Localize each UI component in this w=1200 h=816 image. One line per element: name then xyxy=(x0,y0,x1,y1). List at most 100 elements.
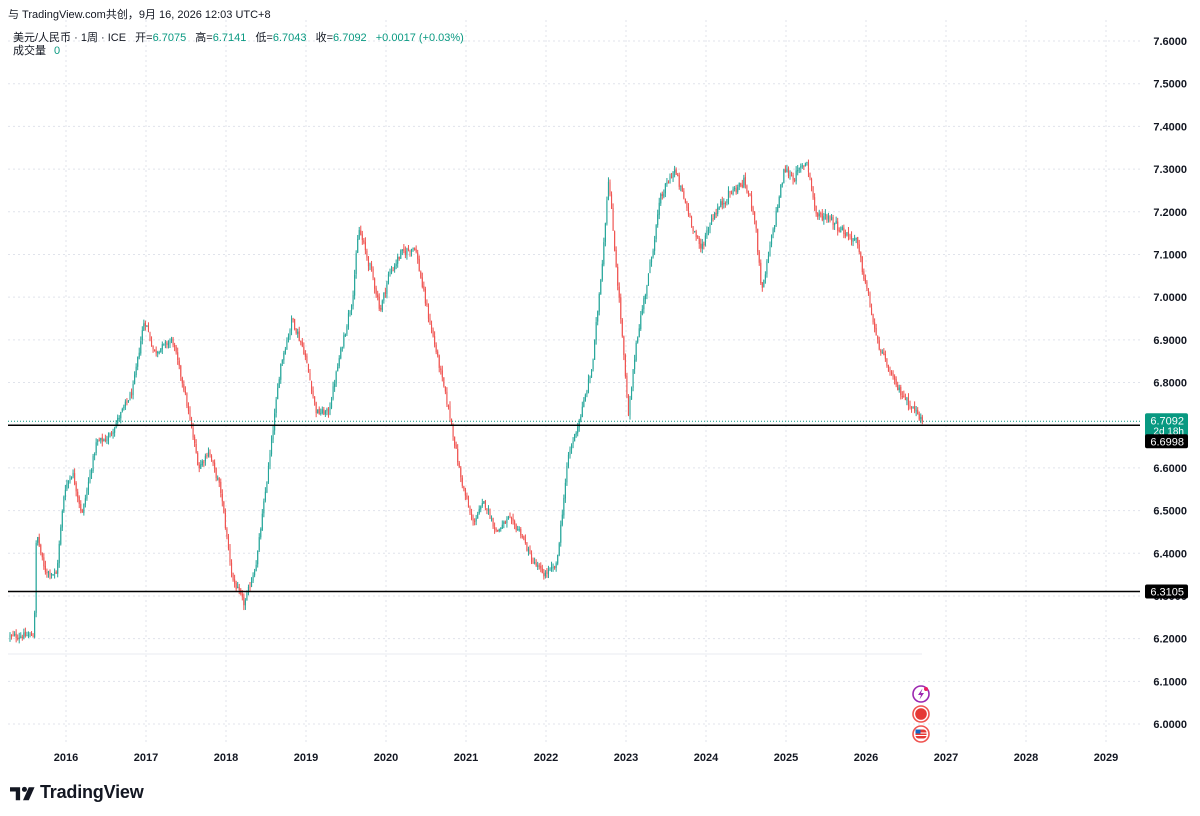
candle-body xyxy=(46,572,48,574)
candle-body xyxy=(455,444,457,449)
candle-body xyxy=(297,331,299,334)
candle-body xyxy=(803,165,805,167)
candle-body xyxy=(800,166,802,168)
candle-body xyxy=(34,612,36,638)
candle-body xyxy=(687,207,690,215)
candle-body xyxy=(40,544,42,553)
candle-body xyxy=(470,513,473,520)
candle-body xyxy=(277,387,279,400)
candle-body xyxy=(197,453,199,466)
candle-body xyxy=(650,256,653,263)
candle-body xyxy=(404,251,406,256)
candle-body xyxy=(81,510,83,513)
candle-body xyxy=(43,557,45,567)
symbol-legend[interactable]: 美元/人民币 · 1周 · ICE 开=6.7075 高=6.7141 低=6.… xyxy=(13,29,464,45)
candle-body xyxy=(120,412,122,419)
candle-body xyxy=(718,207,720,209)
candle-body xyxy=(167,342,170,346)
candle-body xyxy=(206,455,208,457)
candle-body xyxy=(361,234,363,241)
low-label: 低= xyxy=(255,32,273,44)
candle-body xyxy=(187,406,190,411)
candle-body xyxy=(269,453,271,467)
candle-body xyxy=(349,311,351,314)
candle-body xyxy=(100,437,102,441)
candle-body xyxy=(289,329,291,337)
candle-body xyxy=(310,381,313,392)
time-axis[interactable]: 2016 2017 2018 2019 2020 2021 2022 2023 2024 2025… xyxy=(54,752,1118,764)
candle-body xyxy=(77,491,79,498)
price-axis[interactable]: 7.6000 7.5000 7.4000 7.3000 7.2000 7.1000 7.00… xyxy=(1153,36,1187,731)
china-flag-icon[interactable] xyxy=(912,705,930,723)
candle-body xyxy=(852,238,854,242)
candle-body xyxy=(566,465,568,483)
candle-body xyxy=(386,282,388,294)
candle-body xyxy=(841,227,843,230)
candle-body xyxy=(354,274,356,296)
candle-body xyxy=(400,250,402,259)
candle-body xyxy=(706,231,708,235)
candle-body xyxy=(727,190,730,201)
candle-body xyxy=(318,408,320,414)
candle-body xyxy=(907,398,910,406)
tradingview-logo-icon xyxy=(10,786,35,800)
candle-body xyxy=(535,562,537,566)
candle-body xyxy=(203,461,205,463)
candle-body xyxy=(155,350,157,354)
candle-body xyxy=(804,163,806,167)
candle-body xyxy=(389,271,391,274)
candle-body xyxy=(569,449,571,456)
candle-body xyxy=(244,600,246,606)
candle-body xyxy=(714,212,716,219)
candle-body xyxy=(283,352,285,361)
symbol-title[interactable]: 美元/人民币 · 1周 · ICE xyxy=(13,32,127,44)
event-icons[interactable] xyxy=(912,685,930,743)
candle-body xyxy=(484,500,486,508)
high-value: 6.7141 xyxy=(212,32,247,44)
low-value: 6.7043 xyxy=(272,32,307,44)
source-attribution: 与 TradingView.com共创，9月 16, 2026 12:03 UT… xyxy=(8,9,271,21)
candle-body xyxy=(814,197,816,207)
candle-body xyxy=(683,191,685,199)
candle-body xyxy=(323,409,325,415)
candle-body xyxy=(54,572,56,574)
candle-body xyxy=(869,293,871,308)
candle-body xyxy=(14,634,16,636)
candle-body xyxy=(350,305,353,311)
candle-body xyxy=(657,214,659,226)
candle-body xyxy=(783,169,785,183)
candle-body xyxy=(487,509,490,511)
candle-body xyxy=(449,406,451,419)
candle-body xyxy=(170,338,173,341)
candle-body xyxy=(130,392,133,396)
candle-body xyxy=(561,514,563,525)
candle-body xyxy=(807,162,810,172)
candle-body xyxy=(412,247,414,250)
flash-event-icon[interactable] xyxy=(912,685,930,703)
us-flag-icon[interactable] xyxy=(912,725,930,743)
candle-body xyxy=(161,344,163,350)
candle-body xyxy=(177,352,179,360)
candle-body xyxy=(770,235,773,245)
candle-body xyxy=(890,372,893,375)
candle-body xyxy=(817,212,819,217)
candle-body xyxy=(629,399,631,415)
candle-body xyxy=(880,350,882,353)
candle-body xyxy=(364,242,366,251)
candle-body xyxy=(437,351,439,356)
candle-body xyxy=(690,216,693,227)
candle-body xyxy=(584,394,586,401)
candle-body xyxy=(478,508,480,514)
candle-body xyxy=(275,399,277,413)
candle-body xyxy=(257,550,259,565)
candle-body xyxy=(740,183,742,186)
volume-legend[interactable]: 成交量 0 xyxy=(13,42,60,58)
candle-body xyxy=(509,516,511,518)
tradingview-brand[interactable]: TradingView xyxy=(10,782,144,803)
candle-body xyxy=(447,404,450,407)
last-price-text: 6.7092 xyxy=(1150,415,1184,427)
candle-body xyxy=(280,363,282,380)
candle-body xyxy=(767,255,770,262)
